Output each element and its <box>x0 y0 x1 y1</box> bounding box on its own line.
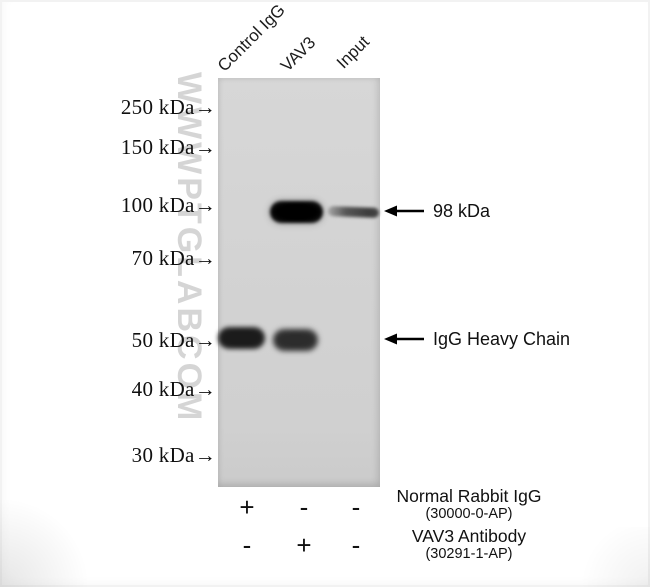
band-input-lane-98kda <box>327 206 380 218</box>
right-arrow-icon: → <box>194 135 216 159</box>
mw-label: 30 kDa <box>131 443 195 467</box>
treatment-cell-igg-lane2: - <box>299 492 309 522</box>
right-arrow-icon: → <box>194 328 216 352</box>
ptglab-watermark: WWWPTGLABCOM <box>170 72 208 424</box>
mw-marker-150: 150 kDa→ <box>0 135 216 159</box>
mw-marker-70: 70 kDa→ <box>0 246 216 270</box>
annotation-text: 98 kDa <box>433 200 491 221</box>
band-control-lane-igg-heavy <box>218 327 265 349</box>
treatment-catalog-30291-1-ap: (30291-1-AP) <box>425 546 513 562</box>
mw-marker-100: 100 kDa→ <box>0 193 216 217</box>
band-vav3-lane-98kda <box>270 201 323 223</box>
mw-label: 50 kDa <box>131 328 195 352</box>
treatment-label-normal-rabbit-igg: Normal Rabbit IgG <box>396 486 542 506</box>
right-arrow-icon: → <box>194 443 216 467</box>
band-vav3-lane-igg-heavy <box>273 329 318 351</box>
blot-membrane <box>218 78 380 487</box>
treatment-catalog-30000-0-ap: (30000-0-AP) <box>425 506 513 522</box>
treatment-cell-vav3-lane3: - <box>351 530 361 560</box>
right-arrow-icon: → <box>194 95 216 119</box>
left-arrow-icon <box>384 205 424 217</box>
mw-label: 250 kDa <box>120 95 195 119</box>
mw-marker-40: 40 kDa→ <box>0 377 216 401</box>
treatment-label-vav3-antibody: VAV3 Antibody <box>411 526 527 546</box>
treatment-cell-vav3-lane2: + <box>296 530 312 560</box>
annotation-text: IgG Heavy Chain <box>433 328 571 349</box>
mw-label: 100 kDa <box>120 193 195 217</box>
lane-label-control-igg: Control IgG <box>213 0 289 76</box>
right-arrow-icon: → <box>194 193 216 217</box>
annotation-98kda: 98 kDa <box>383 199 490 223</box>
lane-label-input: Input <box>332 32 374 73</box>
right-arrow-icon: → <box>194 246 216 270</box>
mw-marker-250: 250 kDa→ <box>0 95 216 119</box>
mw-marker-30: 30 kDa→ <box>0 443 216 467</box>
lane-label-vav3: VAV3 <box>276 32 320 76</box>
mw-marker-50: 50 kDa→ <box>0 328 216 352</box>
annotation-igg-heavy-chain: IgG Heavy Chain <box>383 327 570 351</box>
treatment-cell-vav3-lane1: - <box>242 530 252 560</box>
treatment-cell-igg-lane1: + <box>239 492 255 522</box>
left-arrow-icon <box>384 333 424 345</box>
mw-label: 40 kDa <box>131 377 195 401</box>
mw-label: 70 kDa <box>131 246 195 270</box>
mw-label: 150 kDa <box>120 135 195 159</box>
treatment-cell-igg-lane3: - <box>351 492 361 522</box>
right-arrow-icon: → <box>194 377 216 401</box>
